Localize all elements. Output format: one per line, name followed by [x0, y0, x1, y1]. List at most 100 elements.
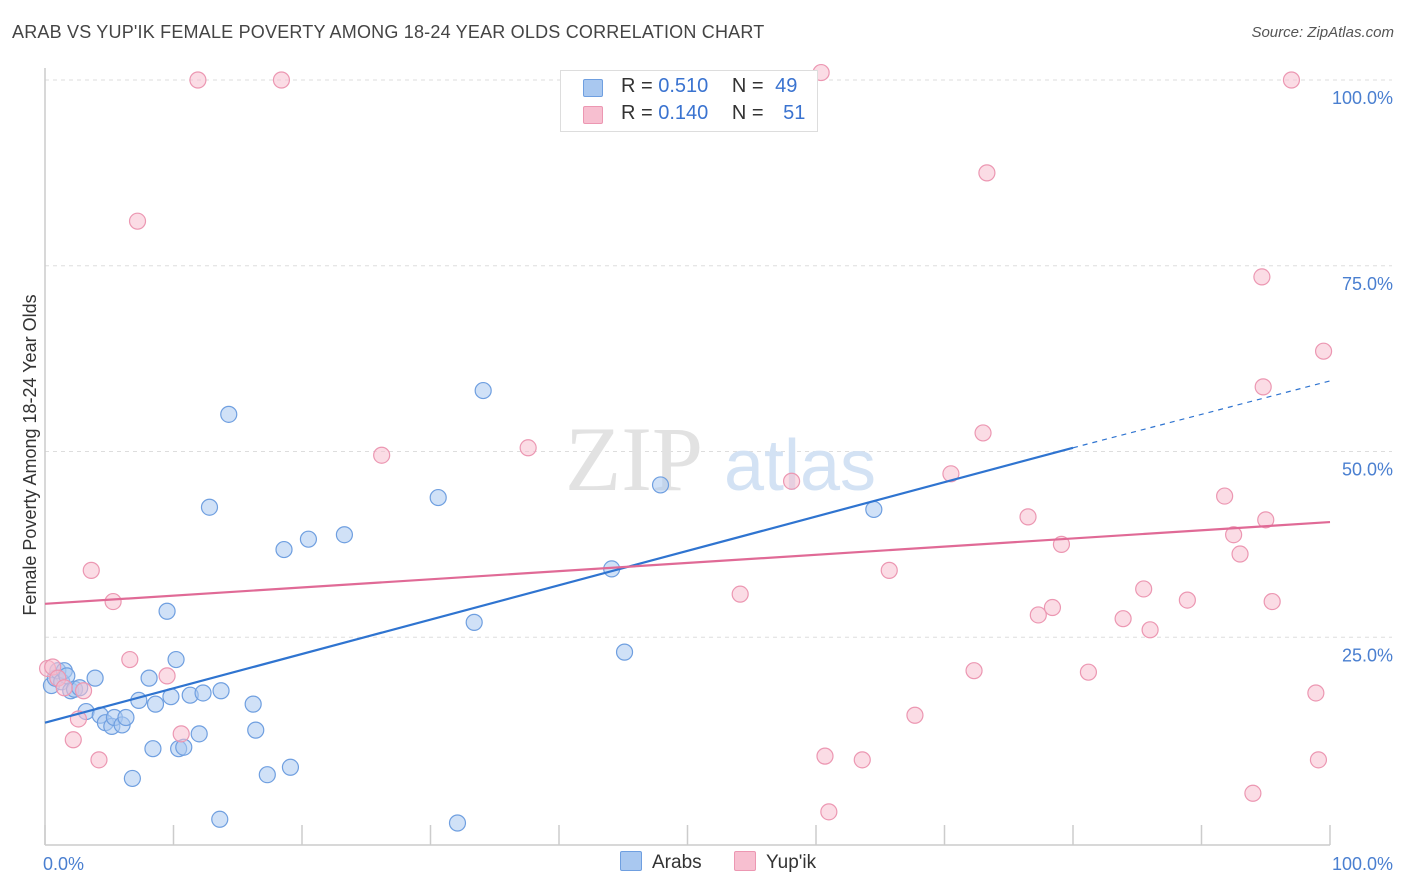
yupik-point — [128, 212, 147, 230]
tick-labels: 25.0% 50.0% 75.0% 100.0% 0.0% 100.0% — [43, 88, 1393, 874]
arabs-point — [335, 526, 354, 544]
yupik-point — [90, 751, 108, 769]
yupik-point — [519, 439, 537, 457]
y-tick-label: 50.0% — [1342, 460, 1393, 480]
yupik-point — [978, 164, 996, 182]
yupik-r-label: R = — [621, 102, 653, 124]
arabs-point — [130, 691, 148, 710]
yupik-point — [121, 650, 139, 669]
arabs-point — [244, 695, 262, 713]
arabs-n-label: N = — [731, 75, 764, 97]
yupik-point — [55, 679, 73, 697]
correlation-legend: R = 0.510 N = 49 R = 0.140 N = 51 — [560, 70, 818, 132]
yupik-legend-swatch — [734, 851, 756, 871]
arabs-point — [448, 814, 467, 832]
yupik-point — [74, 682, 93, 700]
yupik-point — [1253, 268, 1271, 286]
yupik-point — [1141, 621, 1159, 639]
arabs-point — [247, 721, 265, 739]
yupik-point — [1314, 342, 1333, 360]
arabs-trend-extension — [1072, 380, 1331, 449]
bottom-legend-yupik: Yup'ik — [734, 851, 816, 874]
yupik-legend-label: Yup'ik — [766, 852, 817, 873]
yupik-point — [1225, 526, 1243, 544]
arabs-point — [167, 650, 185, 669]
arabs-point — [158, 602, 176, 620]
x-tick-label-max: 100.0% — [1332, 854, 1393, 874]
y-tick-label: 75.0% — [1342, 274, 1393, 294]
yupik-point — [1216, 487, 1234, 505]
yupik-point — [1231, 545, 1249, 563]
yupik-point — [82, 561, 100, 579]
yupik-point — [782, 472, 801, 490]
yupik-point — [1019, 508, 1037, 526]
chart-title: ARAB VS YUP'IK FEMALE POVERTY AMONG 18-2… — [12, 22, 765, 42]
yupik-point — [1257, 511, 1275, 529]
arabs-point — [211, 810, 229, 828]
arabs-point — [220, 405, 238, 423]
arabs-point — [194, 684, 212, 702]
grid-lines — [45, 79, 1392, 638]
arabs-point — [275, 540, 293, 559]
yupik-point — [1079, 663, 1098, 681]
yupik-point — [1307, 684, 1325, 702]
arabs-point — [190, 725, 208, 743]
yupik-point — [1029, 606, 1047, 624]
yupik-point — [1043, 598, 1062, 617]
arabs-point — [212, 682, 230, 700]
arabs-n-value: 49 — [775, 75, 798, 97]
yupik-point — [731, 585, 749, 603]
yupik-point — [1282, 71, 1301, 89]
arabs-point — [140, 669, 158, 687]
arabs-point — [144, 740, 162, 758]
yupik-n-value: 51 — [783, 102, 806, 124]
yupik-point — [189, 71, 207, 89]
legend-row-yupik: R = 0.140 N = 51 — [583, 102, 806, 125]
arabs-point — [465, 613, 483, 631]
arabs-trend-line — [44, 446, 1074, 724]
yupik-point — [373, 446, 391, 464]
watermark-atlas: atlas — [724, 426, 876, 506]
yupik-point — [942, 465, 960, 483]
trend-lines — [44, 380, 1331, 724]
yupik-point — [104, 592, 122, 611]
yupik-point — [172, 725, 190, 743]
data-points — [38, 63, 1333, 832]
arabs-legend-label: Arabs — [652, 852, 702, 873]
arabs-legend-swatch — [620, 851, 642, 871]
y-tick-label: 100.0% — [1332, 88, 1393, 108]
yupik-n-label: N = — [731, 102, 764, 124]
arabs-r-value: 0.510 — [658, 75, 709, 97]
arabs-point — [474, 381, 492, 400]
watermark: ZIP atlas — [565, 408, 876, 510]
source-label: Source: ZipAtlas.com — [1251, 24, 1394, 41]
yupik-point — [880, 561, 898, 579]
x-tick-label-min: 0.0% — [43, 854, 84, 874]
arabs-point — [146, 695, 165, 713]
arabs-swatch — [583, 79, 603, 97]
yupik-point — [820, 803, 838, 821]
yupik-point — [1135, 580, 1153, 598]
arabs-point — [429, 488, 447, 507]
yupik-point — [853, 751, 871, 769]
yupik-point — [158, 667, 176, 685]
yupik-point — [906, 706, 924, 724]
yupik-point — [1254, 378, 1272, 396]
yupik-point — [64, 731, 82, 749]
legend-row-arabs: R = 0.510 N = 49 — [583, 75, 798, 98]
arabs-point — [651, 476, 670, 494]
yupik-point — [816, 747, 834, 765]
arabs-point — [117, 708, 135, 727]
yupik-swatch — [583, 106, 603, 124]
arabs-point — [86, 669, 104, 687]
arabs-point — [200, 498, 219, 516]
arabs-point — [299, 530, 318, 548]
yupik-trend-line — [44, 520, 1331, 605]
bottom-legend-arabs: Arabs — [620, 851, 702, 874]
arabs-point — [615, 643, 634, 661]
yupik-point — [1263, 592, 1281, 611]
arabs-r-label: R = — [621, 75, 653, 97]
yupik-r-value: 0.140 — [658, 102, 709, 124]
yupik-point — [974, 424, 992, 442]
